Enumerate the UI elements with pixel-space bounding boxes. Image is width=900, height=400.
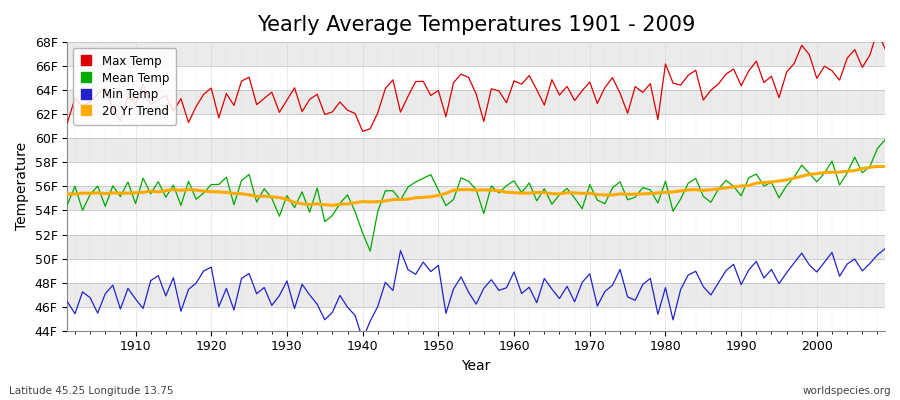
Bar xyxy=(68,138,885,162)
Bar xyxy=(68,307,885,331)
Bar xyxy=(68,42,885,66)
Bar xyxy=(68,66,885,90)
Y-axis label: Temperature: Temperature xyxy=(15,142,29,230)
Bar xyxy=(68,234,885,258)
Bar xyxy=(68,90,885,114)
Title: Yearly Average Temperatures 1901 - 2009: Yearly Average Temperatures 1901 - 2009 xyxy=(257,15,696,35)
Bar xyxy=(68,283,885,307)
X-axis label: Year: Year xyxy=(462,359,490,373)
Legend: Max Temp, Mean Temp, Min Temp, 20 Yr Trend: Max Temp, Mean Temp, Min Temp, 20 Yr Tre… xyxy=(73,48,176,125)
Bar xyxy=(68,162,885,186)
Bar xyxy=(68,186,885,210)
Bar xyxy=(68,258,885,283)
Bar xyxy=(68,114,885,138)
Bar xyxy=(68,210,885,234)
Text: Latitude 45.25 Longitude 13.75: Latitude 45.25 Longitude 13.75 xyxy=(9,386,174,396)
Text: worldspecies.org: worldspecies.org xyxy=(803,386,891,396)
